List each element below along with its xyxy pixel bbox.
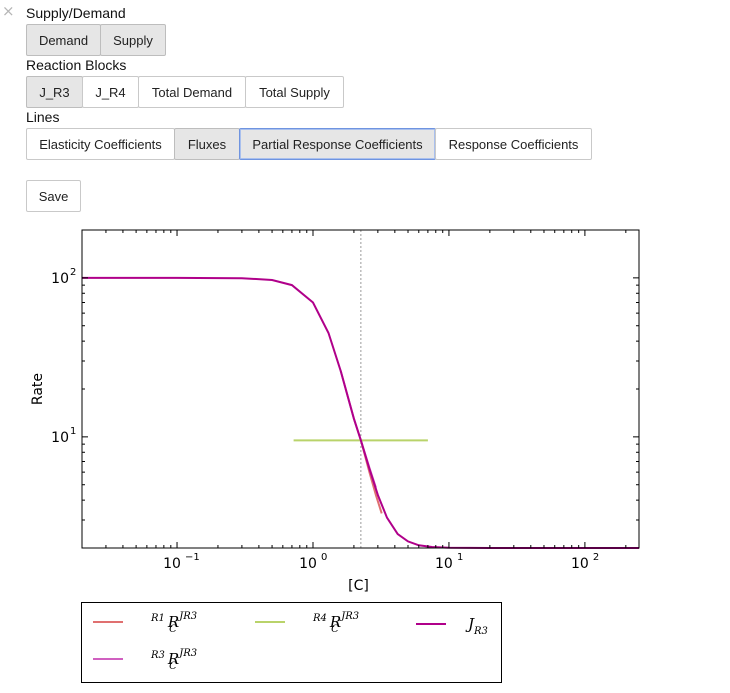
- close-icon[interactable]: ×: [2, 2, 15, 20]
- fluxes-button[interactable]: Fluxes: [174, 128, 240, 160]
- legend-swatch-r3: [93, 658, 123, 660]
- y-axis-label: Rate: [30, 373, 46, 405]
- legend-label-r3: R3 RJR3C: [151, 648, 198, 672]
- supply-demand-button-group: Demand Supply: [26, 24, 166, 56]
- chart-legend: R1 RJR3C R4 RJR3C JR3 R3 RJR3C: [81, 602, 502, 683]
- j-r3-button[interactable]: J_R3: [26, 76, 83, 108]
- x-tick-exponent: 2: [593, 552, 599, 563]
- elasticity-coefficients-button[interactable]: Elasticity Coefficients: [26, 128, 175, 160]
- x-tick-exponent: 1: [457, 552, 463, 563]
- demand-button[interactable]: Demand: [26, 24, 101, 56]
- legend-swatch-r4: [255, 621, 285, 623]
- y-tick-label: 10: [51, 430, 69, 446]
- legend-item-r3: R3 RJR3C: [93, 648, 198, 672]
- y-tick-exponent: 1: [70, 426, 76, 437]
- legend-swatch-j: [416, 623, 446, 625]
- legend-swatch-r1: [93, 621, 123, 623]
- partial-response-coefficients-button[interactable]: Partial Response Coefficients: [239, 128, 436, 160]
- y-tick-label: 10: [51, 271, 69, 287]
- supply-demand-label: Supply/Demand: [26, 5, 126, 21]
- legend-label-r4: R4 RJR3C: [313, 611, 360, 635]
- legend-item-r1: R1 RJR3C: [93, 611, 198, 635]
- response-coefficients-button[interactable]: Response Coefficients: [435, 128, 592, 160]
- total-supply-button[interactable]: Total Supply: [245, 76, 344, 108]
- save-button[interactable]: Save: [26, 180, 81, 212]
- reaction-blocks-button-group: J_R3 J_R4 Total Demand Total Supply: [26, 76, 344, 108]
- legend-label-j: JR3: [468, 615, 488, 637]
- x-tick-exponent: 0: [321, 552, 327, 563]
- x-axis-label: [C]: [348, 578, 369, 594]
- x-tick-label: 10: [571, 556, 589, 572]
- legend-item-j: JR3: [416, 615, 488, 637]
- legend-item-r4: R4 RJR3C: [255, 611, 360, 635]
- lines-button-group: Elasticity Coefficients Fluxes Partial R…: [26, 128, 592, 160]
- y-tick-exponent: 2: [70, 267, 76, 278]
- lines-label: Lines: [26, 109, 60, 125]
- supply-button[interactable]: Supply: [100, 24, 166, 56]
- reaction-blocks-label: Reaction Blocks: [26, 57, 127, 73]
- x-tick-label: 10: [299, 556, 317, 572]
- x-tick-label: 10: [435, 556, 453, 572]
- x-tick-label: 10: [163, 556, 181, 572]
- j-r4-button[interactable]: J_R4: [82, 76, 139, 108]
- x-tick-exponent: −1: [185, 552, 200, 563]
- legend-label-r1: R1 RJR3C: [151, 611, 198, 635]
- total-demand-button[interactable]: Total Demand: [138, 76, 246, 108]
